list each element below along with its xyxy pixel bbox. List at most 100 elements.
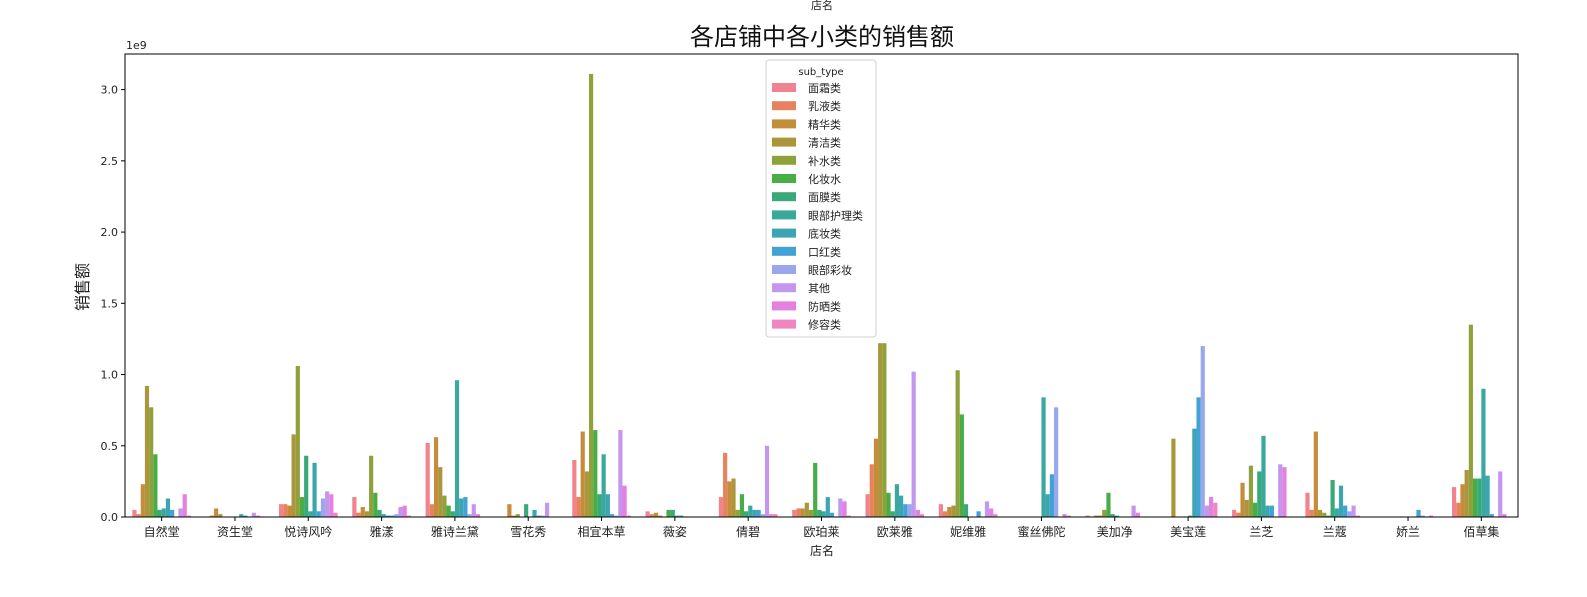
- bar-10-5: [886, 492, 891, 517]
- bar-11-1: [942, 511, 948, 517]
- bar-3-3: [364, 511, 370, 517]
- bar-10-13: [919, 514, 925, 517]
- bar-4-9: [463, 497, 468, 517]
- bar-5-11: [544, 502, 550, 517]
- bar-15-9: [1269, 505, 1274, 517]
- bar-2-2: [287, 505, 292, 517]
- bar-10-8: [899, 495, 904, 517]
- legend-label: 乳液类: [808, 99, 841, 113]
- bar-6-13: [626, 515, 631, 517]
- bar-13-11: [1131, 505, 1136, 517]
- bar-2-1: [283, 504, 288, 517]
- bar-0-8: [165, 498, 171, 517]
- y-axis-label: 销售额: [73, 263, 92, 311]
- legend-label: 精华类: [808, 117, 841, 131]
- bar-15-8: [1265, 505, 1270, 517]
- bar-11-9: [976, 511, 981, 517]
- bar-13-0: [1085, 515, 1090, 517]
- bar-16-3: [1317, 509, 1323, 517]
- bar-9-0: [792, 509, 797, 517]
- y-tick-label: 3.0: [101, 84, 119, 97]
- bar-3-1: [356, 512, 361, 517]
- legend-label: 其他: [808, 282, 830, 295]
- bar-2-11: [325, 491, 330, 517]
- bar-4-8: [459, 498, 464, 517]
- bar-16-6: [1330, 479, 1335, 517]
- bar-8-7: [748, 505, 753, 517]
- bar-7-7: [674, 515, 680, 517]
- bar-7-2: [653, 512, 659, 517]
- bar-10-7: [894, 484, 900, 517]
- y-tick-label: 2.0: [101, 226, 119, 239]
- legend-swatch: [772, 283, 796, 293]
- bar-2-4: [295, 365, 300, 517]
- bar-3-8: [385, 515, 390, 517]
- bar-6-2: [580, 431, 585, 517]
- bar-15-1: [1236, 512, 1241, 517]
- bar-7-0: [645, 511, 650, 517]
- bar-15-4: [1248, 465, 1254, 517]
- bar-8-3: [731, 478, 736, 517]
- bar-18-2: [1460, 484, 1465, 517]
- bar-16-12: [1355, 515, 1360, 517]
- bar-18-6: [1477, 478, 1482, 517]
- x-ticks-layer: 自然堂 资生堂 悦诗风吟 雅漾 雅诗兰黛 雪花秀 相宜本草 薇姿 倩碧 欧珀莱 欧莱雅 妮维雅 蜜丝佛陀…: [144, 517, 1499, 539]
- bar-10-11: [911, 371, 916, 517]
- bar-2-10: [320, 498, 326, 517]
- legend-label: 修容类: [808, 318, 841, 332]
- bar-12-7: [1041, 397, 1046, 517]
- bar-8-4: [735, 509, 740, 517]
- x-tick-label: 相宜本草: [578, 524, 626, 539]
- bar-11-5: [959, 414, 964, 517]
- bar-0-0: [132, 509, 137, 517]
- bar-4-4: [442, 495, 447, 517]
- bar-8-6: [743, 511, 749, 517]
- x-tick-label: 倩碧: [736, 525, 760, 539]
- bar-0-12: [182, 494, 187, 517]
- bar-2-6: [304, 455, 309, 517]
- bar-14-8: [1192, 428, 1197, 517]
- bar-5-8: [532, 509, 537, 517]
- bar-18-5: [1472, 478, 1478, 517]
- bar-13-5: [1106, 492, 1111, 517]
- bar-2-9: [316, 511, 321, 517]
- legend-swatch: [772, 174, 796, 183]
- bar-18-1: [1456, 502, 1461, 517]
- x-tick-label: 薇姿: [663, 525, 687, 539]
- bar-0-11: [178, 508, 183, 517]
- legend-swatch: [772, 155, 796, 165]
- top-axis-label: 店名: [811, 0, 833, 12]
- bar-2-7: [308, 511, 313, 517]
- bar-18-7: [1481, 388, 1486, 517]
- legend-swatch: [772, 119, 796, 129]
- bar-4-11: [471, 504, 476, 517]
- bar-16-1: [1309, 509, 1314, 517]
- bar-11-12: [989, 508, 994, 517]
- bar-16-10: [1347, 511, 1352, 517]
- bar-3-4: [369, 455, 374, 517]
- bar-0-2: [140, 484, 145, 517]
- bar-17-10: [1420, 515, 1425, 517]
- bar-11-4: [955, 370, 960, 517]
- legend-title: sub_type: [798, 67, 843, 78]
- legend-swatch: [772, 319, 796, 329]
- bar-10-6: [890, 511, 895, 517]
- x-tick-label: 雪花秀: [510, 524, 546, 539]
- x-axis-label: 店名: [810, 543, 834, 558]
- bar-8-13: [773, 514, 778, 517]
- bar-12-13: [1066, 515, 1071, 517]
- bar-16-8: [1338, 485, 1344, 517]
- bar-18-9: [1489, 514, 1494, 517]
- bar-15-6: [1257, 471, 1262, 517]
- bar-3-10: [394, 514, 399, 517]
- bar-6-1: [576, 497, 581, 517]
- bar-4-12: [475, 514, 481, 517]
- bar-13-12: [1135, 512, 1140, 517]
- bar-8-2: [727, 481, 732, 517]
- bar-6-8: [605, 494, 610, 517]
- legend-swatch: [772, 83, 796, 92]
- x-tick-label: 蜜丝佛陀: [1017, 524, 1065, 539]
- legend-label: 眼部护理类: [808, 208, 863, 222]
- bar-16-2: [1313, 431, 1318, 517]
